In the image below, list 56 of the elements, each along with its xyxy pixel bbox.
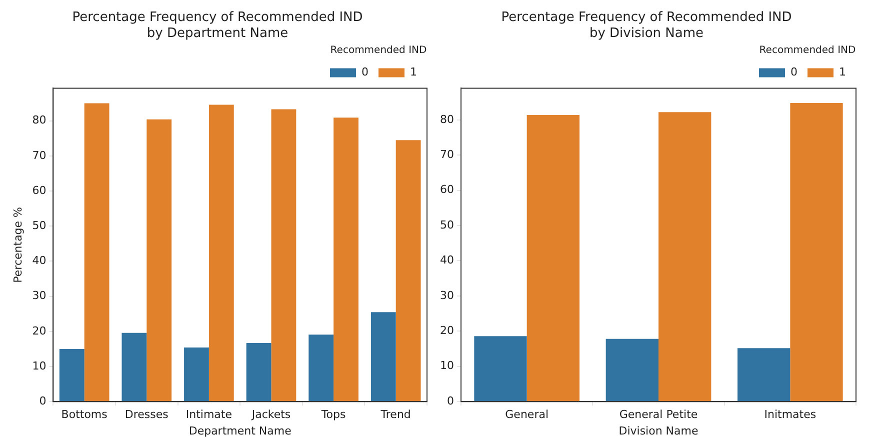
legend-label: 0 — [790, 66, 798, 79]
legend-title: Recommended IND — [759, 44, 856, 56]
bar — [208, 104, 234, 402]
y-tick-label: 0 — [39, 394, 46, 408]
bar — [606, 338, 658, 402]
legend-title: Recommended IND — [330, 44, 427, 56]
bar — [146, 119, 172, 402]
bar — [526, 114, 580, 402]
y-tick-label: 10 — [440, 359, 454, 372]
y-tick-label: 40 — [32, 254, 46, 268]
bar — [738, 348, 790, 402]
y-tick-label: 80 — [440, 112, 454, 126]
x-axis-title: Department Name — [188, 424, 292, 438]
y-tick-label: 60 — [440, 183, 454, 196]
bar — [334, 118, 358, 402]
bar — [308, 334, 334, 402]
bar — [122, 332, 147, 402]
x-tick-label: Trend — [380, 408, 411, 422]
bar — [790, 102, 843, 402]
x-axis-title: Division Name — [618, 424, 698, 438]
y-tick-label: 70 — [440, 148, 454, 161]
y-tick-label: 50 — [32, 218, 46, 232]
x-tick-label: General Petite — [619, 408, 698, 422]
y-tick-label: 10 — [32, 359, 46, 372]
bar — [271, 109, 296, 402]
bar — [396, 140, 421, 402]
x-tick-label: Tops — [320, 408, 346, 422]
bar — [184, 348, 209, 402]
y-tick-label: 80 — [32, 114, 46, 127]
x-tick-label: Initmates — [764, 408, 816, 422]
chart-title: Percentage Frequency of Recommended IND by Division Name — [501, 10, 792, 41]
y-tick-label: 60 — [32, 184, 46, 197]
legend-label: 1 — [839, 66, 846, 79]
x-tick-label: Dresses — [124, 408, 169, 422]
y-tick-label: 30 — [32, 289, 46, 302]
bar — [246, 342, 272, 402]
bar — [370, 312, 396, 402]
y-tick-label: 40 — [440, 254, 454, 267]
y-tick-label: 30 — [440, 288, 454, 302]
y-tick-label: 70 — [32, 148, 46, 162]
x-tick-label: Jackets — [250, 408, 291, 422]
bar — [84, 103, 110, 402]
chart-title: Percentage Frequency of Recommended IND by Department Name — [72, 10, 363, 41]
y-tick-label: 20 — [440, 324, 454, 338]
bar — [658, 112, 712, 402]
legend-label: 1 — [410, 66, 417, 79]
bar — [59, 348, 84, 402]
x-tick-label: General — [505, 408, 549, 422]
y-tick-label: 20 — [32, 324, 46, 338]
x-tick-label: Bottoms — [61, 408, 108, 422]
legend-label: 0 — [362, 66, 369, 79]
x-tick-label: Intimate — [186, 408, 232, 422]
bar — [474, 336, 527, 402]
y-axis-title: Percentage % — [11, 206, 24, 283]
y-tick-label: 0 — [446, 394, 454, 408]
y-tick-label: 50 — [440, 218, 454, 232]
